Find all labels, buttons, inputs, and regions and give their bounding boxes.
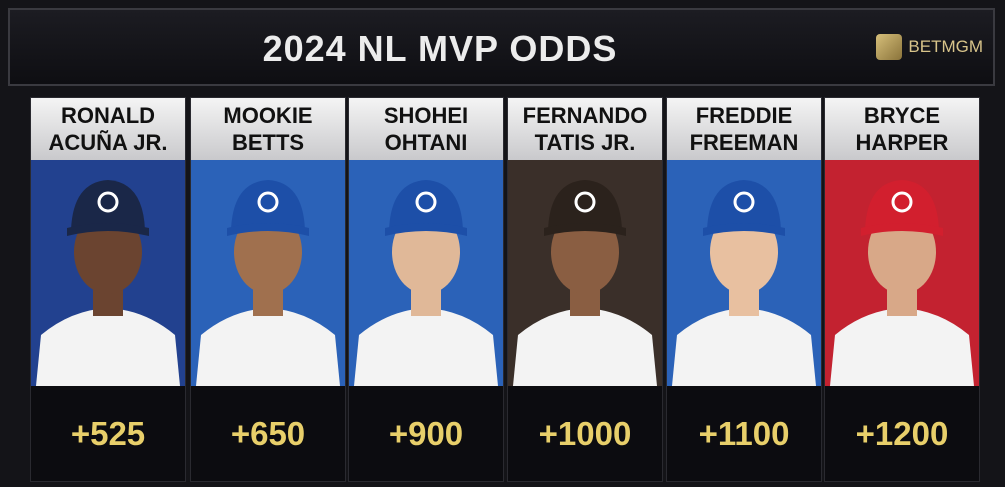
cap-logo: [97, 191, 119, 213]
player-name: FERNANDO TATIS JR.: [508, 98, 662, 160]
odds: +900: [388, 414, 464, 452]
player-card: FERNANDO TATIS JR. +1000: [507, 97, 663, 482]
cap: [548, 180, 622, 230]
headshot: [191, 160, 345, 386]
player-name: RONALD ACUÑA JR.: [31, 98, 185, 160]
cap-logo: [574, 191, 596, 213]
name-line: ACUÑA JR.: [48, 130, 168, 155]
player-name: MOOKIE BETTS: [191, 98, 345, 160]
player-name: SHOHEI OHTANI: [349, 98, 503, 160]
odds: +650: [230, 414, 306, 452]
logo-mark: [876, 34, 903, 60]
logo: BETMGM: [876, 34, 983, 60]
odds: +1100: [698, 414, 790, 452]
cap-logo: [891, 191, 913, 213]
jersey: [354, 308, 498, 386]
odds: +1200: [855, 414, 949, 452]
name-line: BETTS: [231, 130, 305, 155]
player-name: FREDDIE FREEMAN: [667, 98, 821, 160]
title: 2024 NL MVP ODDS: [262, 28, 618, 69]
headshot: [667, 160, 821, 386]
cap-logo: [733, 191, 755, 213]
name-line: BRYCE: [863, 103, 941, 128]
headshot: [508, 160, 662, 386]
name-line: FREDDIE: [695, 103, 793, 128]
name-line: MOOKIE: [223, 103, 313, 128]
player-name: BRYCE HARPER: [825, 98, 979, 160]
name-line: FREEMAN: [689, 130, 799, 155]
jersey: [36, 308, 180, 386]
cap-brim: [227, 223, 309, 236]
player-card: FREDDIE FREEMAN +1100: [666, 97, 822, 482]
cap-logo: [415, 191, 437, 213]
cap-brim: [544, 223, 626, 236]
headshot: [349, 160, 503, 386]
cap-brim: [385, 223, 467, 236]
brand: BETMGM: [908, 37, 983, 56]
cap: [707, 180, 781, 230]
cap-brim: [67, 223, 149, 236]
cap: [389, 180, 463, 230]
cap: [865, 180, 939, 230]
player-card: RONALD ACUÑA JR. +525: [30, 97, 186, 482]
name-line: HARPER: [855, 130, 949, 155]
header: 2024 NL MVP ODDS BETMGM: [8, 8, 995, 86]
player-card: SHOHEI OHTANI +900: [348, 97, 504, 482]
headshot: [825, 160, 979, 386]
cap-brim: [703, 223, 785, 236]
name-line: OHTANI: [384, 130, 468, 155]
player-card: MOOKIE BETTS +650: [190, 97, 346, 482]
name-line: SHOHEI: [383, 103, 469, 128]
headshot: [31, 160, 185, 386]
cap-brim: [861, 223, 943, 236]
cap: [71, 180, 145, 230]
jersey: [196, 308, 340, 386]
name-line: RONALD: [60, 103, 156, 128]
name-line: TATIS JR.: [534, 130, 636, 155]
cap-logo: [257, 191, 279, 213]
player-card: BRYCE HARPER +1200: [824, 97, 980, 482]
odds: +1000: [538, 414, 632, 452]
jersey: [672, 308, 816, 386]
cap: [231, 180, 305, 230]
odds: +525: [70, 414, 146, 452]
jersey: [830, 308, 974, 386]
jersey: [513, 308, 657, 386]
name-line: FERNANDO: [522, 103, 648, 128]
